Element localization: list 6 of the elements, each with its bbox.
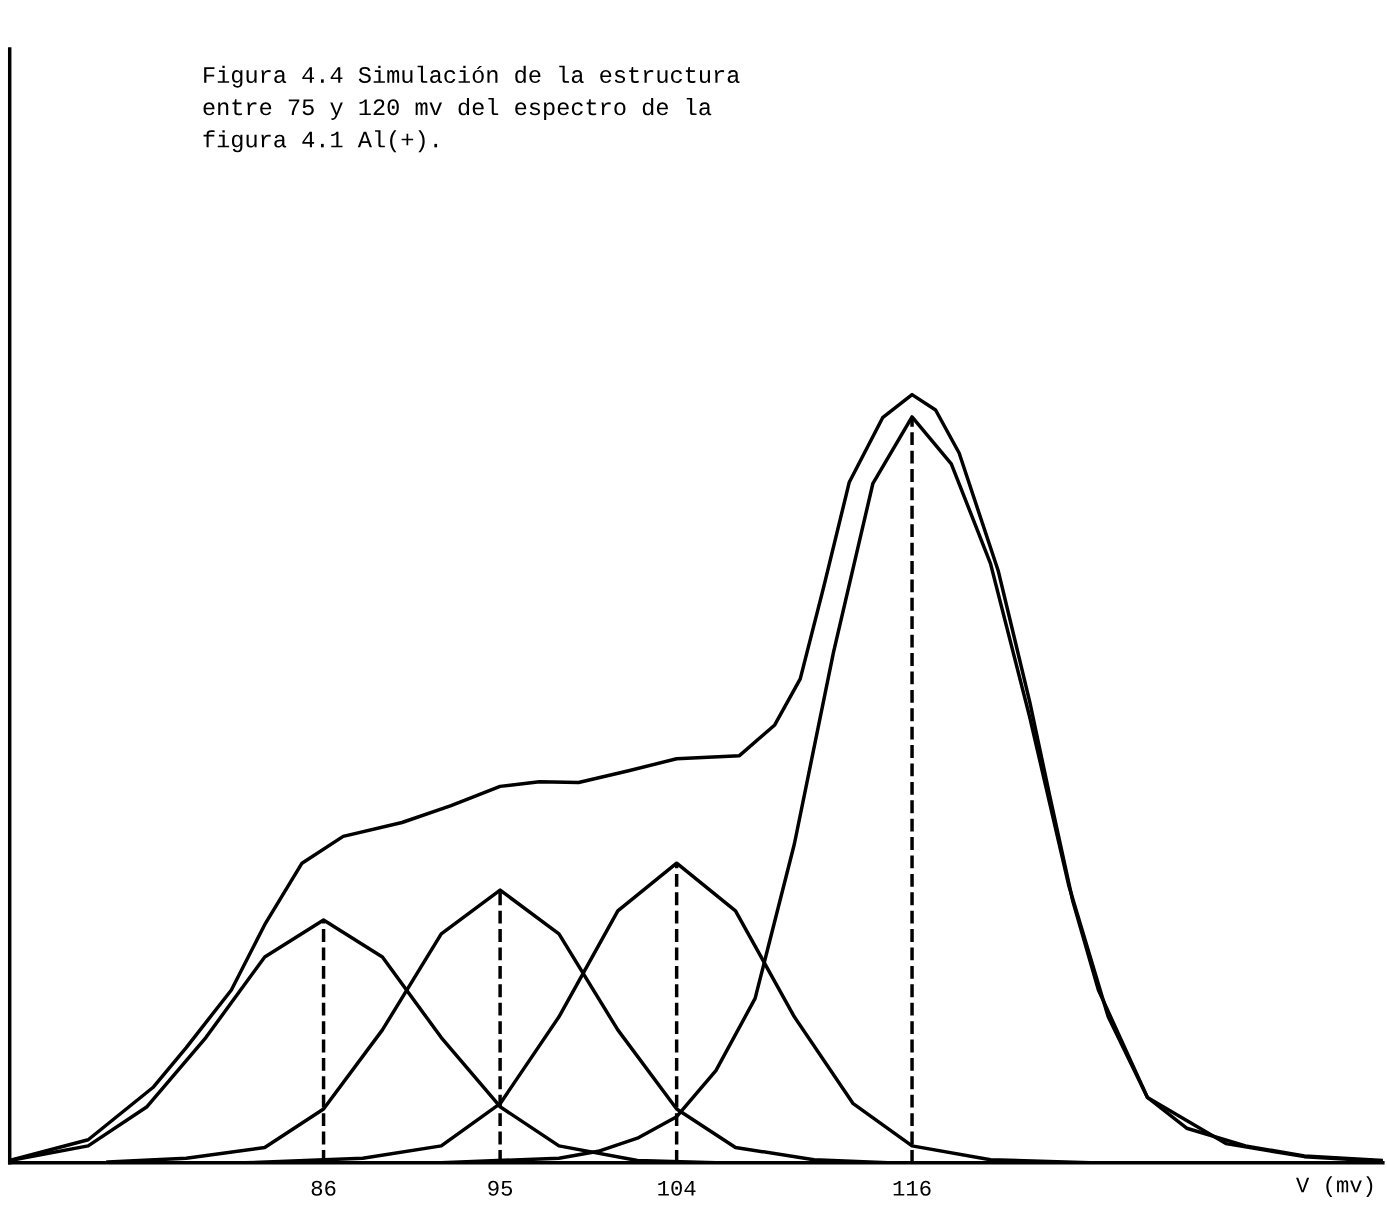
x-axis-title: V (mv) — [1296, 1176, 1373, 1197]
x-tick-label: 86 — [311, 1180, 336, 1196]
x-tick-label: 95 — [488, 1180, 513, 1196]
x-tick-label: 104 — [658, 1180, 696, 1196]
chart-title: Figura 4.4 Simulación de la estructura entre 75 y 120 mv del espectro de la figura 4.1 Al(+). — [203, 65, 740, 153]
x-tick-label: 116 — [893, 1180, 931, 1196]
